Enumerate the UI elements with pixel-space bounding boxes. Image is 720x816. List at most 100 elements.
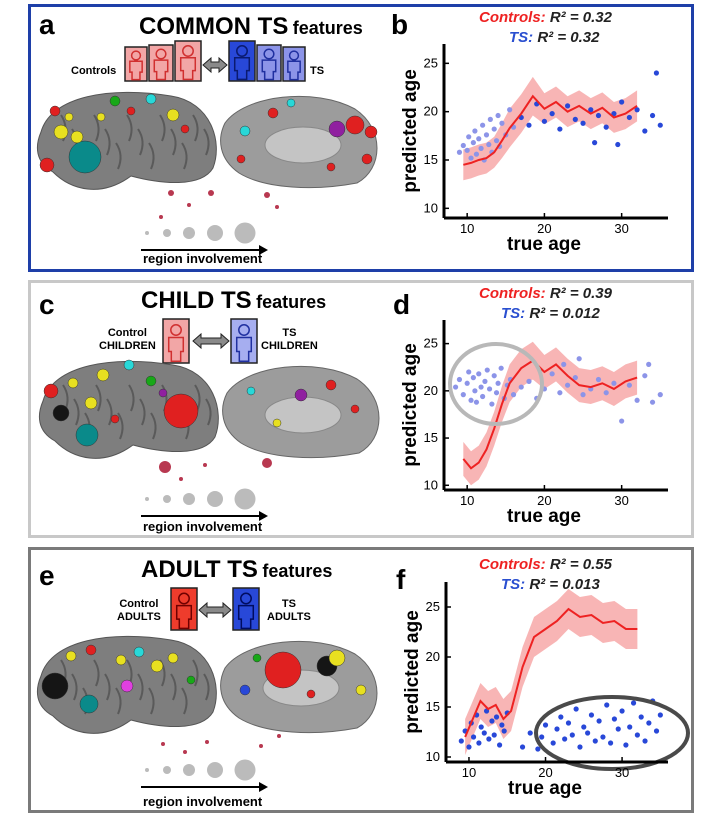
- person-body: [129, 60, 143, 81]
- ts-data-point: [527, 730, 533, 736]
- sulcus: [104, 673, 111, 701]
- brain-medial: [220, 95, 378, 189]
- ts-data-point: [626, 382, 632, 388]
- chart-letter: f: [396, 564, 406, 595]
- person-head: [170, 324, 182, 336]
- panel-common: a COMMON TS features Controls TS region …: [28, 4, 694, 272]
- involvement-legend: [141, 759, 268, 792]
- legend-circle: [183, 227, 195, 239]
- subcortical-node: [208, 190, 214, 196]
- region-node: [272, 418, 282, 428]
- y-tick-label: 15: [426, 699, 440, 714]
- ts-data-point: [486, 141, 492, 148]
- ts-data-point: [483, 132, 490, 138]
- scatter-chart: 10 20 30 10 15 20 25 true age predicted age: [402, 582, 690, 799]
- ts-data-point: [561, 361, 567, 367]
- subcortical-node: [275, 205, 279, 209]
- sulcus: [106, 398, 113, 426]
- region-involvement-label: region involvement: [143, 251, 263, 266]
- region-node: [52, 404, 70, 422]
- r2-ts: TS: R² = 0.013: [501, 576, 600, 593]
- ts-data-point: [499, 722, 505, 728]
- highlight-ellipse: [534, 695, 690, 771]
- subcortical-node: [205, 740, 209, 744]
- ts-data-point: [456, 149, 463, 155]
- region-node: [79, 694, 99, 714]
- ts-data-point: [634, 107, 640, 113]
- ts-data-point: [611, 111, 617, 117]
- ts-data-point: [484, 367, 490, 373]
- ts-data-point: [634, 397, 640, 403]
- person-body: [175, 604, 193, 630]
- ts-data-point: [611, 716, 618, 722]
- ts-data-point: [501, 728, 507, 734]
- r2-controls: Controls: R² = 0.55: [479, 556, 612, 573]
- sulcus: [203, 673, 210, 701]
- panel-title-main: ADULT TS: [141, 556, 258, 583]
- person-head: [130, 50, 142, 61]
- sulcus: [203, 128, 210, 156]
- region-node: [180, 124, 190, 134]
- ts-data-point: [472, 388, 478, 394]
- ts-data-point: [473, 399, 480, 405]
- sulcus: [115, 687, 122, 715]
- y-axis-label: predicted age: [400, 69, 421, 193]
- panel-title-sub: features: [256, 292, 327, 312]
- ts-data-point: [470, 734, 477, 740]
- legend-circle: [163, 495, 171, 503]
- person-body: [179, 57, 197, 81]
- sulcus: [128, 384, 135, 412]
- ts-data-point: [657, 392, 663, 398]
- ts-data-point: [595, 376, 602, 383]
- ts-data-point: [539, 734, 545, 740]
- legend-circle: [207, 491, 223, 507]
- subcortical-node: [183, 750, 187, 754]
- ts-data-point: [588, 107, 594, 113]
- legend-circle: [145, 497, 149, 501]
- sulcus: [126, 114, 133, 142]
- region-node: [70, 130, 84, 144]
- region-node: [68, 140, 102, 174]
- chart-letter: b: [391, 9, 409, 40]
- ts-data-point: [458, 738, 464, 744]
- ts-data-point: [549, 111, 555, 117]
- ts-data-point: [464, 147, 470, 153]
- icon-frame: [230, 318, 258, 364]
- region-node: [41, 672, 69, 700]
- legend-circle: [207, 225, 223, 241]
- region-node: [236, 154, 246, 164]
- ts-data-point: [489, 718, 495, 724]
- y-tick-label: 10: [426, 749, 440, 764]
- ts-data-point: [456, 376, 463, 383]
- sulcus: [170, 673, 177, 701]
- ts-data-point: [464, 380, 470, 386]
- double-arrow: [192, 332, 230, 350]
- y-tick-label: 20: [424, 104, 438, 119]
- controls-confidence-band: [463, 341, 638, 486]
- region-node: [126, 106, 136, 116]
- sulcus: [192, 659, 199, 687]
- ts-data-point: [499, 120, 505, 126]
- y-tick-label: 15: [424, 430, 438, 445]
- subcortical-node: [187, 203, 191, 207]
- ts-data-point: [491, 373, 497, 379]
- ts-data-point: [572, 375, 578, 381]
- region-node: [328, 120, 346, 138]
- ts-data-point: [580, 120, 586, 126]
- ts-data-point: [486, 736, 492, 742]
- panel-title: ADULT TS features: [141, 556, 332, 584]
- ts-data-point: [642, 128, 648, 134]
- panel-child: c CHILD TS features Control CHILDREN TS …: [28, 280, 694, 538]
- ts-data-point: [466, 744, 472, 750]
- ts-data-point: [472, 128, 478, 134]
- ts-data-point: [557, 390, 563, 396]
- double-arrow: [202, 56, 228, 74]
- sulcus: [95, 384, 102, 412]
- ts-data-point: [476, 136, 482, 142]
- ts-data-point: [649, 399, 656, 405]
- ts-data-point: [480, 393, 486, 400]
- region-node: [286, 98, 296, 108]
- sulcus: [159, 114, 166, 142]
- panel-title-main: COMMON TS: [139, 13, 289, 40]
- x-tick-label: 20: [537, 493, 551, 508]
